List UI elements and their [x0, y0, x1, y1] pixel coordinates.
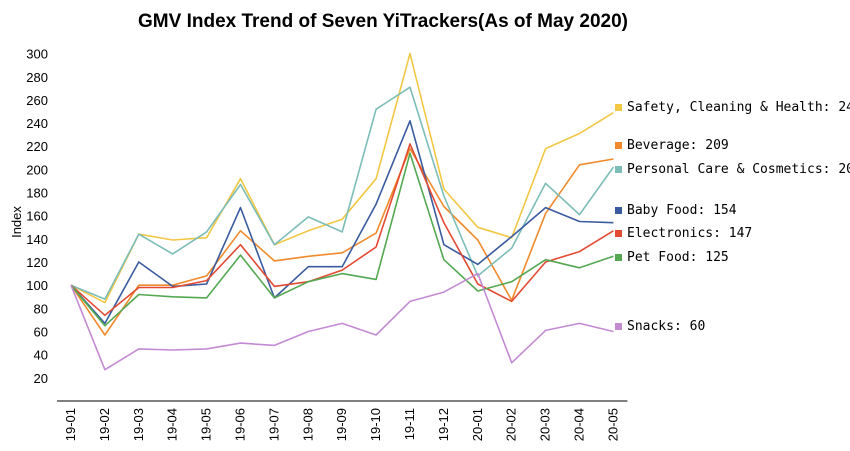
- y-tick-label: 80: [34, 301, 48, 316]
- x-tick-label: 19-08: [300, 408, 315, 441]
- x-tick-label: 19-05: [199, 408, 214, 441]
- x-tick-label: 19-04: [165, 408, 180, 441]
- x-tick-label: 19-09: [334, 408, 349, 441]
- legend-swatch: [615, 230, 622, 237]
- y-tick-label: 200: [26, 162, 48, 177]
- x-tick-label: 20-01: [470, 408, 485, 441]
- legend-label: Baby Food: 154: [627, 203, 737, 218]
- y-tick-label: 120: [26, 255, 48, 270]
- legend-label: Electronics: 147: [627, 226, 752, 241]
- x-tick-label: 19-06: [233, 408, 248, 441]
- series-lines: [70, 52, 615, 371]
- chart-title: GMV Index Trend of Seven YiTrackers(As o…: [138, 11, 628, 32]
- series-line: [70, 152, 614, 327]
- y-tick-label: 280: [26, 70, 48, 85]
- x-tick-label: 20-05: [605, 408, 620, 441]
- y-axis-title: Index: [9, 206, 24, 238]
- x-tick-label: 19-12: [436, 408, 451, 441]
- x-tick-label: 19-11: [402, 408, 417, 440]
- x-tick-label: 20-04: [572, 408, 587, 441]
- y-tick-label: 240: [26, 116, 48, 131]
- legend-label: Personal Care & Cosmetics: 202: [627, 162, 850, 177]
- legend-swatch: [615, 254, 622, 261]
- y-tick-label: 100: [26, 278, 48, 293]
- y-tick-label: 300: [26, 47, 48, 62]
- y-tick-label: 260: [26, 93, 48, 108]
- y-tick-label: 20: [34, 371, 48, 386]
- series-line: [70, 143, 614, 317]
- legend-label: Pet Food: 125: [627, 250, 729, 265]
- y-tick-label: 40: [34, 348, 48, 363]
- legend: Safety, Cleaning & Health: 249 Beverage: …: [615, 100, 850, 334]
- legend-swatch: [615, 104, 622, 111]
- x-tick-label: 19-10: [368, 408, 383, 441]
- legend-swatch: [615, 207, 622, 214]
- series-line: [70, 147, 614, 336]
- series-line: [70, 52, 614, 304]
- y-tick-label: 140: [26, 232, 48, 247]
- x-tick-label: 20-03: [538, 408, 553, 441]
- y-tick-label: 60: [34, 325, 48, 340]
- x-tick-label: 19-07: [266, 408, 281, 441]
- y-tick-label: 180: [26, 186, 48, 201]
- legend-label: Beverage: 209: [627, 138, 729, 153]
- legend-label: Safety, Cleaning & Health: 249: [627, 100, 850, 115]
- x-axis-ticks: 19-01 19-02 19-03 19-04 19-05 19-06 19-07 19-08…: [63, 408, 620, 441]
- legend-swatch: [615, 142, 622, 149]
- y-tick-label: 160: [26, 209, 48, 224]
- series-line: [70, 120, 614, 325]
- series-line: [70, 272, 614, 371]
- x-tick-label: 20-02: [504, 408, 519, 441]
- x-tick-label: 19-03: [131, 408, 146, 441]
- x-tick-label: 19-02: [97, 408, 112, 441]
- legend-label: Snacks: 60: [627, 319, 705, 334]
- y-axis-ticks: 20 40 60 80 100 120 140 160 180 200 220 240 260 280 30…: [26, 47, 48, 386]
- x-tick-label: 19-01: [63, 408, 78, 441]
- y-tick-label: 220: [26, 139, 48, 154]
- legend-swatch: [615, 323, 622, 330]
- legend-swatch: [615, 166, 622, 173]
